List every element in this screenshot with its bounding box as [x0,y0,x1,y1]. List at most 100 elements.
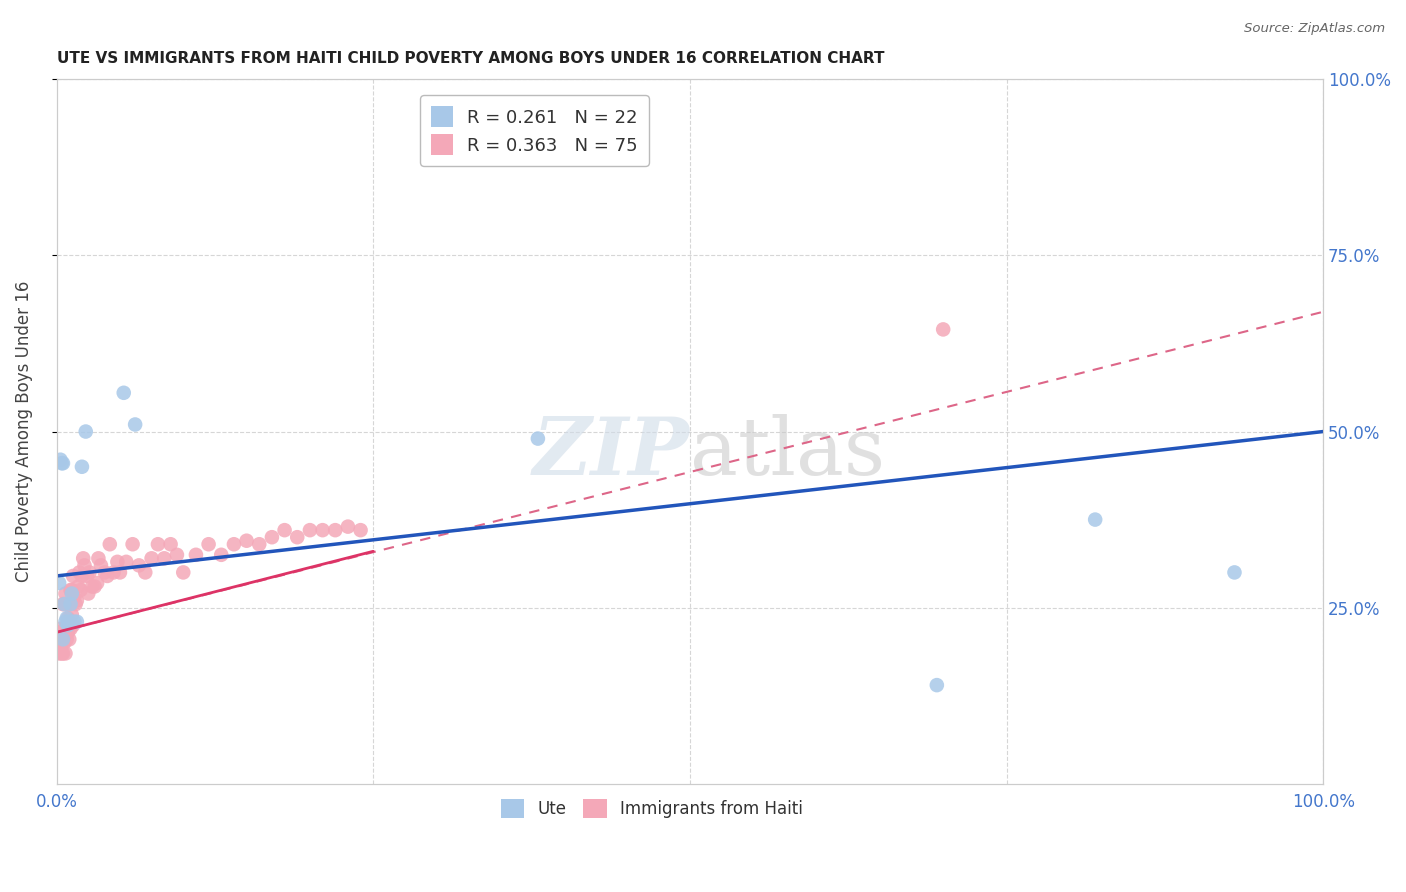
Point [103,566,125,580]
Point [48,647,70,661]
Point [349,523,371,537]
Point [49,452,72,467]
Point [48,576,70,591]
Point [46,640,69,654]
Point [96,569,118,583]
Point [87,551,110,566]
Y-axis label: Child Poverty Among Boys Under 16: Child Poverty Among Boys Under 16 [15,281,32,582]
Point [124,417,146,432]
Point [60,582,83,597]
Point [56,611,79,625]
Point [55,618,77,632]
Point [51,647,73,661]
Point [112,385,135,400]
Text: UTE VS IMMIGRANTS FROM HAITI CHILD POVERTY AMONG BOYS UNDER 16 CORRELATION CHART: UTE VS IMMIGRANTS FROM HAITI CHILD POVER… [56,51,884,66]
Point [184,548,207,562]
Point [52,632,75,647]
Point [67,566,90,580]
Point [55,597,77,611]
Point [83,580,105,594]
Point [60,586,83,600]
Point [134,566,156,580]
Point [222,537,245,551]
Point [932,322,955,336]
Point [235,533,257,548]
Point [55,647,77,661]
Point [59,582,82,597]
Point [49,622,72,636]
Point [285,530,308,544]
Point [98,537,121,551]
Point [63,590,86,604]
Point [60,607,83,622]
Point [63,615,86,629]
Point [65,597,87,611]
Point [86,576,108,591]
Point [51,456,73,470]
Point [115,555,138,569]
Point [166,548,188,562]
Point [153,551,176,566]
Point [108,566,131,580]
Point [66,593,89,607]
Point [59,597,82,611]
Point [58,615,80,629]
Point [79,566,101,580]
Point [90,558,112,573]
Point [260,530,283,544]
Point [73,558,96,573]
Point [311,523,333,537]
Point [55,586,77,600]
Point [52,597,75,611]
Point [56,625,79,640]
Point [52,456,75,470]
Point [247,537,270,551]
Point [80,580,103,594]
Point [1223,566,1246,580]
Point [53,597,76,611]
Point [527,432,550,446]
Point [51,629,73,643]
Point [209,548,232,562]
Point [159,537,181,551]
Legend: Ute, Immigrants from Haiti: Ute, Immigrants from Haiti [495,792,810,825]
Point [58,618,80,632]
Point [93,566,115,580]
Point [121,537,143,551]
Point [128,558,150,573]
Point [107,555,129,569]
Point [323,523,346,537]
Point [76,569,98,583]
Point [925,678,948,692]
Point [48,625,70,640]
Point [77,586,100,600]
Point [273,523,295,537]
Point [66,615,89,629]
Text: Source: ZipAtlas.com: Source: ZipAtlas.com [1244,22,1385,36]
Point [55,611,77,625]
Point [172,566,194,580]
Point [197,537,219,551]
Point [55,615,77,629]
Point [52,647,75,661]
Point [49,640,72,654]
Point [53,597,76,611]
Point [75,425,97,439]
Point [69,582,91,597]
Point [72,551,94,566]
Point [62,569,84,583]
Point [62,618,84,632]
Point [70,569,93,583]
Point [58,597,80,611]
Point [58,632,80,647]
Point [55,632,77,647]
Text: atlas: atlas [690,414,884,491]
Point [53,636,76,650]
Point [70,459,93,474]
Point [336,519,359,533]
Point [67,580,90,594]
Point [59,622,82,636]
Point [56,618,79,632]
Text: ZIP: ZIP [533,414,690,491]
Point [298,523,321,537]
